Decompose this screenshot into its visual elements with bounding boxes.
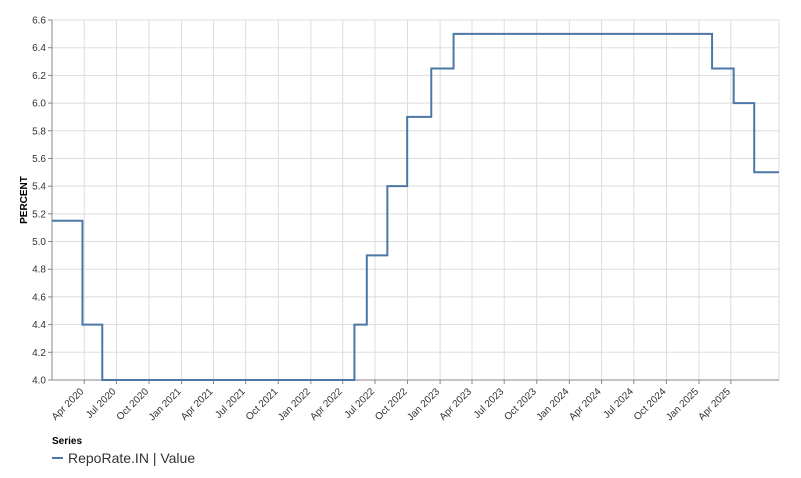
x-tick-label: Jan 2025 — [664, 386, 701, 423]
y-tick-label: 6.4 — [32, 43, 46, 54]
axes — [51, 19, 780, 381]
y-tick-label: 6.6 — [32, 16, 46, 27]
y-tick-label: 5.2 — [32, 209, 46, 220]
x-tick-label: Jul 2023 — [472, 386, 507, 421]
x-tick-label: Oct 2020 — [115, 386, 152, 423]
x-tick-label: Jan 2024 — [535, 386, 572, 423]
y-axis-title: PERCENT — [19, 176, 30, 224]
y-tick-label: 4.0 — [32, 376, 46, 387]
y-axis-ticks: 4.0 4.2 4.4 4.6 4.8 5.0 5.2 5.4 5.6 5.8 6.0 6.2 6.4 6… — [32, 16, 52, 387]
y-tick-label: 5.8 — [32, 126, 46, 137]
x-tick-label: Jul 2020 — [84, 386, 119, 421]
x-tick-label: Apr 2023 — [438, 386, 475, 423]
x-tick-label: Oct 2023 — [502, 386, 539, 423]
y-tick-label: 5.0 — [32, 237, 46, 248]
plot-frame — [51, 19, 780, 381]
y-tick-label: 6.2 — [32, 71, 46, 82]
series-layer — [52, 32, 779, 381]
y-tick-label: 5.6 — [32, 154, 46, 165]
legend-item-label: RepoRate.IN | Value — [68, 450, 196, 466]
legend-swatch — [52, 457, 63, 459]
x-tick-label: Oct 2024 — [632, 386, 669, 423]
x-tick-label: Jan 2022 — [276, 386, 313, 423]
legend-title: Series — [52, 436, 83, 447]
y-tick-label: 5.4 — [32, 182, 46, 193]
x-tick-label: Jan 2023 — [405, 386, 442, 423]
y-tick-label: 4.8 — [32, 265, 46, 276]
x-tick-label: Apr 2025 — [696, 386, 733, 423]
x-tick-label: Apr 2020 — [50, 386, 87, 423]
legend-item-reporate[interactable]: RepoRate.IN | Value — [52, 450, 195, 466]
x-tick-label: Apr 2024 — [567, 386, 604, 423]
x-tick-label: Apr 2021 — [179, 386, 216, 423]
y-tick-label: 4.4 — [32, 320, 46, 331]
x-tick-label: Jul 2022 — [343, 386, 378, 421]
x-tick-label: Oct 2022 — [373, 386, 410, 423]
legend: Series RepoRate.IN | Value — [52, 436, 195, 466]
x-tick-label: Apr 2022 — [308, 386, 345, 423]
series-line-reporate — [52, 32, 779, 381]
x-tick-label: Jan 2021 — [147, 386, 184, 423]
x-tick-label: Oct 2021 — [244, 386, 281, 423]
y-tick-label: 4.6 — [32, 292, 46, 303]
grid — [52, 19, 779, 381]
y-tick-label: 4.2 — [32, 348, 46, 359]
x-tick-label: Jul 2024 — [601, 386, 636, 421]
x-tick-label: Jul 2021 — [213, 386, 248, 421]
y-tick-label: 6.0 — [32, 99, 46, 110]
